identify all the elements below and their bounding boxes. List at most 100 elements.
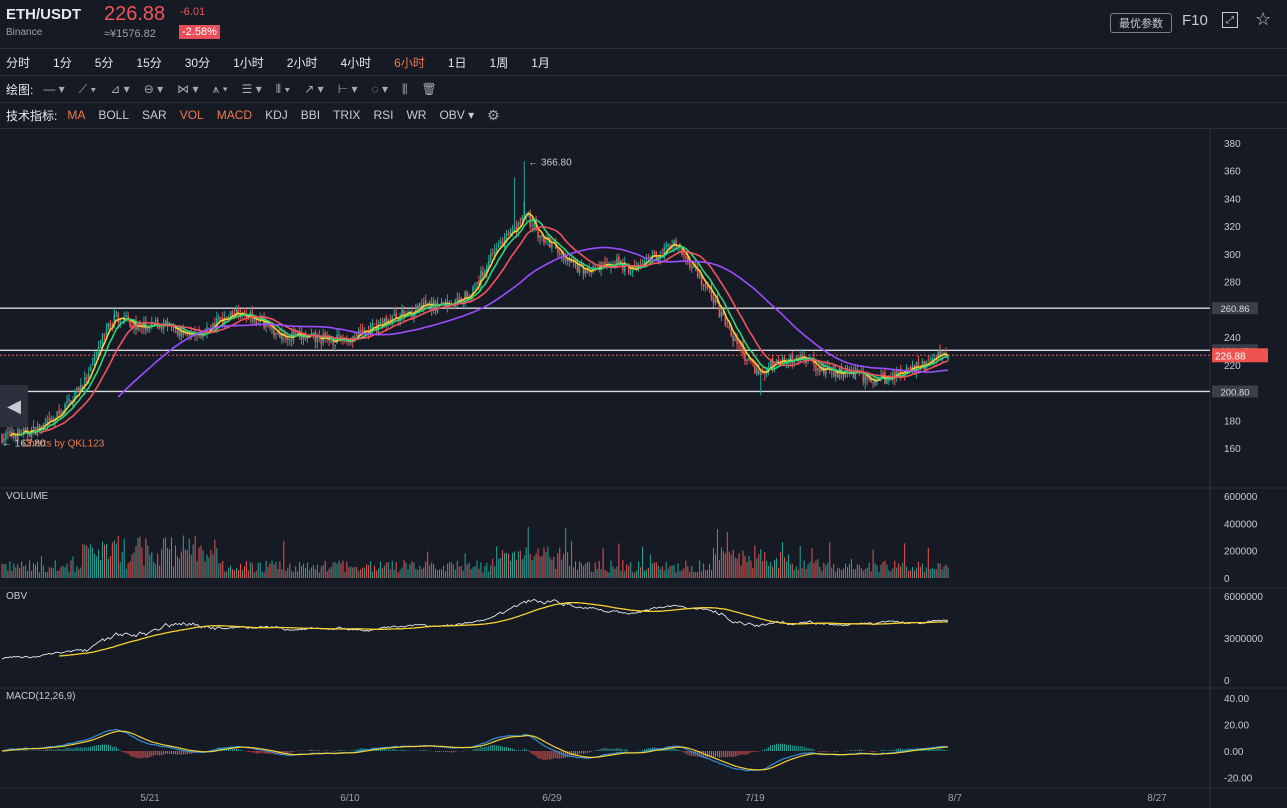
path-tool-icon[interactable]: ⋈ ▾ <box>177 82 199 96</box>
interval-tab[interactable]: 1小时 <box>233 55 264 70</box>
circle-tool-icon[interactable]: ⊖ ▾ <box>143 82 164 96</box>
interval-tab[interactable]: 1分 <box>53 55 72 70</box>
gann-tool-icon[interactable]: ⦀ ▾ <box>275 81 291 96</box>
stats-tool-icon[interactable]: ⫼ <box>402 81 408 96</box>
interval-tab[interactable]: 6小时 <box>394 55 425 70</box>
fullscreen-icon[interactable]: ⤢ <box>1222 12 1238 28</box>
ma20-line <box>39 225 949 434</box>
candle-body <box>517 223 520 231</box>
low-marker: ← 163.80 <box>2 439 46 450</box>
trash-icon[interactable]: 🗑 <box>421 82 437 96</box>
note-tool-icon[interactable]: ◌ ▾ <box>371 82 389 96</box>
indicator-boll[interactable]: BOLL <box>98 108 130 122</box>
fib-tool-icon[interactable]: ☰ ▾ <box>241 82 262 96</box>
volume-title: VOLUME <box>6 491 49 502</box>
candle-body <box>537 231 539 238</box>
candle-body <box>687 256 689 263</box>
interval-tab[interactable]: 5分 <box>94 55 114 70</box>
candle-body <box>726 326 729 328</box>
candle-body <box>286 337 289 341</box>
candle-body <box>42 424 45 427</box>
interval-tab[interactable]: 1周 <box>489 55 509 70</box>
measure-tool-icon[interactable]: ⊢ ▾ <box>337 82 358 96</box>
pair-title[interactable]: ETH/USDT <box>6 6 81 23</box>
x-tick-label: 8/27 <box>1147 793 1167 804</box>
pen-tool-icon[interactable]: ⟋ ▾ <box>78 81 97 96</box>
indicator-trix[interactable]: TRIX <box>333 108 361 122</box>
indicator-sar[interactable]: SAR <box>142 108 167 122</box>
indicator-bbi[interactable]: BBI <box>300 108 321 122</box>
candle-body <box>97 346 100 355</box>
candle-body <box>529 212 531 227</box>
collapse-panel-button[interactable]: ◀ <box>0 385 28 427</box>
candle-body <box>216 318 218 327</box>
optimal-params-button[interactable]: 最优参数 <box>1110 13 1172 33</box>
price-change-pct: -2.58% <box>179 25 220 39</box>
indicator-vol[interactable]: VOL <box>179 108 204 122</box>
gear-icon[interactable]: ⚙ <box>487 106 500 123</box>
indicator-rsi[interactable]: RSI <box>373 108 394 122</box>
candle-body <box>385 317 388 326</box>
candle-body <box>487 260 490 267</box>
pattern-tool-icon[interactable]: ⩚ ▾ <box>212 81 228 96</box>
last-price: 226.88 <box>104 3 166 25</box>
candle-body <box>257 322 260 324</box>
candle-body <box>874 380 876 385</box>
interval-tab[interactable]: 15分 <box>136 55 162 70</box>
candle-body <box>186 332 189 336</box>
candle-body <box>117 313 120 323</box>
candle-body <box>836 372 839 377</box>
candle-body <box>346 340 348 342</box>
candle-body <box>68 398 70 401</box>
interval-tab[interactable]: 30分 <box>184 55 211 70</box>
candle-body <box>574 263 577 265</box>
indicator-wr[interactable]: WR <box>406 108 427 122</box>
candle-body <box>854 368 857 380</box>
y-tick-label: 220 <box>1224 361 1241 372</box>
candle-body <box>109 324 112 326</box>
interval-tab[interactable]: 1月 <box>531 55 550 70</box>
candle-body <box>80 384 82 392</box>
candle-body <box>336 334 338 343</box>
indicator-kdj[interactable]: KDJ <box>265 108 288 122</box>
candle-body <box>690 265 693 269</box>
candle-body <box>204 331 206 336</box>
candle-body <box>507 233 510 235</box>
candle-body <box>66 401 68 403</box>
candle-body <box>535 221 537 231</box>
candle-body <box>131 325 133 329</box>
indicator-ma[interactable]: MA <box>67 108 86 122</box>
candle-body <box>901 373 904 376</box>
indicator-macd[interactable]: MACD <box>216 108 253 122</box>
candle-body <box>101 333 104 345</box>
candle-body <box>698 275 701 277</box>
line-tool-icon[interactable]: — ▾ <box>43 82 65 96</box>
indicator-obv[interactable]: OBV ▾ <box>439 108 475 122</box>
candle-body <box>846 369 849 374</box>
candle-body <box>886 378 888 384</box>
channel-tool-icon[interactable]: ⊿ ▾ <box>110 82 130 96</box>
interval-tab[interactable]: 2小时 <box>286 55 318 70</box>
volume-tick: 600000 <box>1224 492 1258 503</box>
chart-area[interactable]: 3803603403203002802602402202001801605/21… <box>0 128 1287 808</box>
candle-body <box>604 262 606 264</box>
candle-body <box>74 392 76 400</box>
current-price-tag <box>1212 348 1268 363</box>
interval-tab[interactable]: 4小时 <box>340 55 372 70</box>
candle-body <box>137 327 139 330</box>
candle-body <box>361 329 364 332</box>
candle-body <box>9 430 11 433</box>
candle-body <box>375 325 378 332</box>
interval-tab[interactable]: 1日 <box>447 55 467 70</box>
price-cny: ≈¥1576.82 <box>104 28 156 40</box>
arrow-tool-icon[interactable]: ↗ ▾ <box>304 82 324 96</box>
f10-button[interactable]: F10 <box>1182 12 1208 29</box>
candle-body <box>190 333 192 337</box>
candle-body <box>582 263 585 274</box>
interval-tab[interactable]: 分时 <box>6 55 31 70</box>
candle-body <box>474 284 476 286</box>
star-icon[interactable]: ☆ <box>1255 9 1272 29</box>
candle-body <box>359 330 362 332</box>
candle-body <box>832 365 835 377</box>
candle-body <box>50 418 53 421</box>
